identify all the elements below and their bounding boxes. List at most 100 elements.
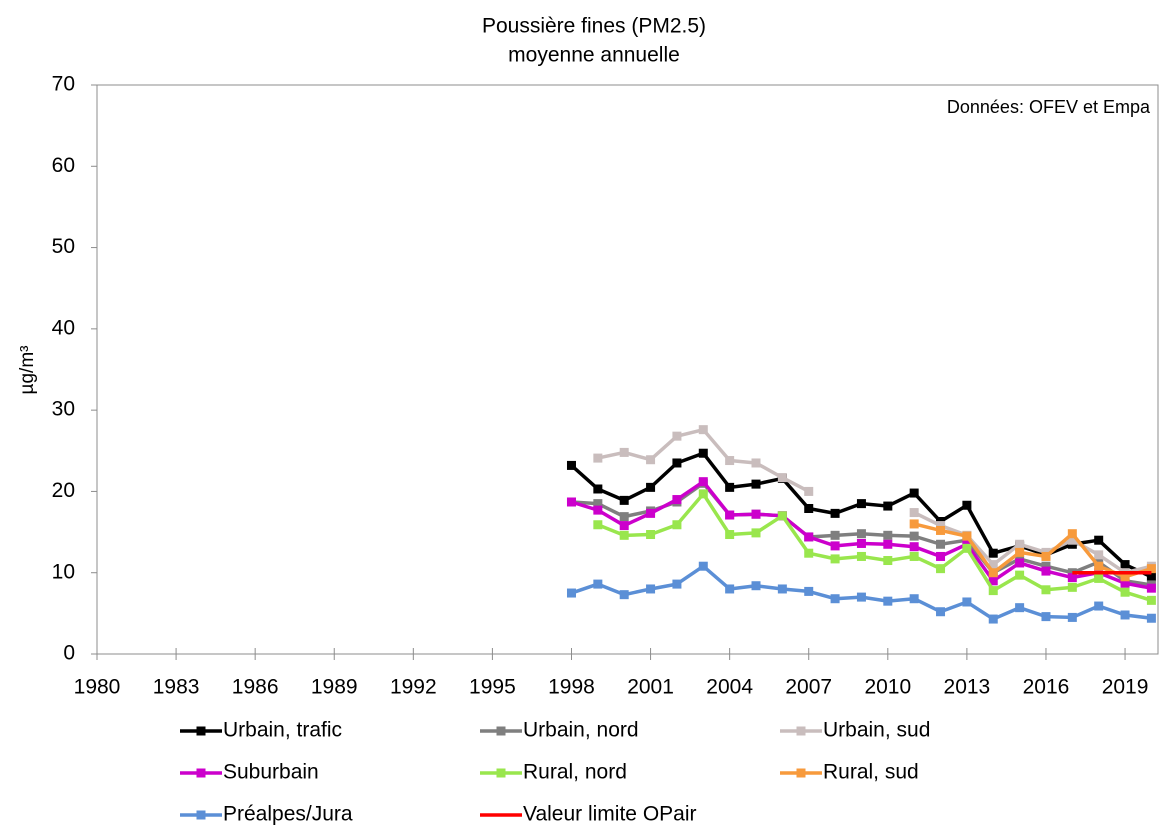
marker <box>883 530 893 540</box>
marker <box>593 484 603 494</box>
marker <box>1120 578 1130 588</box>
marker <box>593 505 603 515</box>
marker <box>672 495 682 505</box>
x-tick-label: 2001 <box>627 676 674 699</box>
marker <box>1120 560 1130 570</box>
marker <box>830 508 840 518</box>
marker <box>593 453 603 463</box>
marker <box>646 508 656 518</box>
marker <box>856 529 866 539</box>
marker <box>988 586 998 596</box>
marker <box>698 477 708 487</box>
y-tick-label: 30 <box>52 398 75 421</box>
marker <box>672 520 682 530</box>
marker <box>593 579 603 589</box>
x-tick-label: 1980 <box>74 676 121 699</box>
marker <box>777 584 787 594</box>
x-tick-label: 1995 <box>469 676 516 699</box>
marker <box>1015 539 1025 549</box>
marker <box>619 512 629 522</box>
x-tick-label: 1986 <box>232 676 279 699</box>
marker <box>1146 583 1156 593</box>
marker <box>566 588 576 598</box>
marker <box>804 486 814 496</box>
marker <box>1146 572 1156 582</box>
legend-label: Urbain, nord <box>523 719 639 742</box>
marker <box>1120 572 1130 582</box>
marker <box>909 519 919 529</box>
marker <box>936 551 946 561</box>
y-axis-label: µg/m³ <box>17 346 38 395</box>
marker <box>619 495 629 505</box>
marker <box>962 543 972 553</box>
marker <box>1067 535 1077 545</box>
marker <box>936 521 946 531</box>
marker <box>936 525 946 535</box>
marker <box>1146 595 1156 605</box>
legend-marker <box>196 810 206 820</box>
y-tick-label: 40 <box>52 316 75 339</box>
marker <box>883 539 893 549</box>
marker <box>988 576 998 586</box>
marker <box>909 594 919 604</box>
marker <box>1094 573 1104 583</box>
y-tick-label: 70 <box>52 73 75 96</box>
marker <box>856 538 866 548</box>
marker <box>883 596 893 606</box>
marker <box>962 500 972 510</box>
marker <box>988 560 998 570</box>
marker <box>1015 558 1025 568</box>
marker <box>646 455 656 465</box>
marker <box>804 532 814 542</box>
marker <box>751 479 761 489</box>
marker <box>593 520 603 530</box>
chart-title: Poussière fines (PM2.5) <box>482 15 706 38</box>
marker <box>1041 566 1051 576</box>
marker <box>619 447 629 457</box>
x-tick-label: 1998 <box>548 676 595 699</box>
marker <box>1067 529 1077 539</box>
marker <box>751 509 761 519</box>
x-tick-label: 1992 <box>390 676 437 699</box>
marker <box>909 488 919 498</box>
marker <box>1041 612 1051 622</box>
legend-label: Suburbain <box>223 761 319 784</box>
annotation: Données: OFEV et Empa <box>947 97 1151 117</box>
marker <box>751 528 761 538</box>
marker <box>698 448 708 458</box>
marker <box>830 554 840 564</box>
marker <box>725 510 735 520</box>
x-tick-label: 2004 <box>706 676 753 699</box>
chart-subtitle: moyenne annuelle <box>508 44 680 67</box>
marker <box>883 556 893 566</box>
marker <box>1094 550 1104 560</box>
marker <box>936 539 946 549</box>
marker <box>962 597 972 607</box>
y-tick-label: 50 <box>52 235 75 258</box>
marker <box>646 482 656 492</box>
marker <box>856 551 866 561</box>
marker <box>856 499 866 509</box>
y-tick-label: 0 <box>63 642 75 665</box>
marker <box>698 561 708 571</box>
marker <box>619 521 629 531</box>
marker <box>804 548 814 558</box>
marker <box>936 564 946 574</box>
marker <box>988 548 998 558</box>
marker <box>1041 551 1051 561</box>
marker <box>988 568 998 578</box>
legend-marker <box>796 768 806 778</box>
marker <box>962 531 972 541</box>
marker <box>1041 561 1051 571</box>
legend-label: Urbain, sud <box>823 719 930 742</box>
legend-label: Préalpes/Jura <box>223 803 353 826</box>
marker <box>804 503 814 513</box>
marker <box>909 531 919 541</box>
marker <box>725 584 735 594</box>
x-tick-label: 2007 <box>785 676 832 699</box>
legend-label: Urbain, trafic <box>223 719 342 742</box>
marker <box>1094 535 1104 545</box>
marker <box>1094 601 1104 611</box>
marker <box>698 425 708 435</box>
